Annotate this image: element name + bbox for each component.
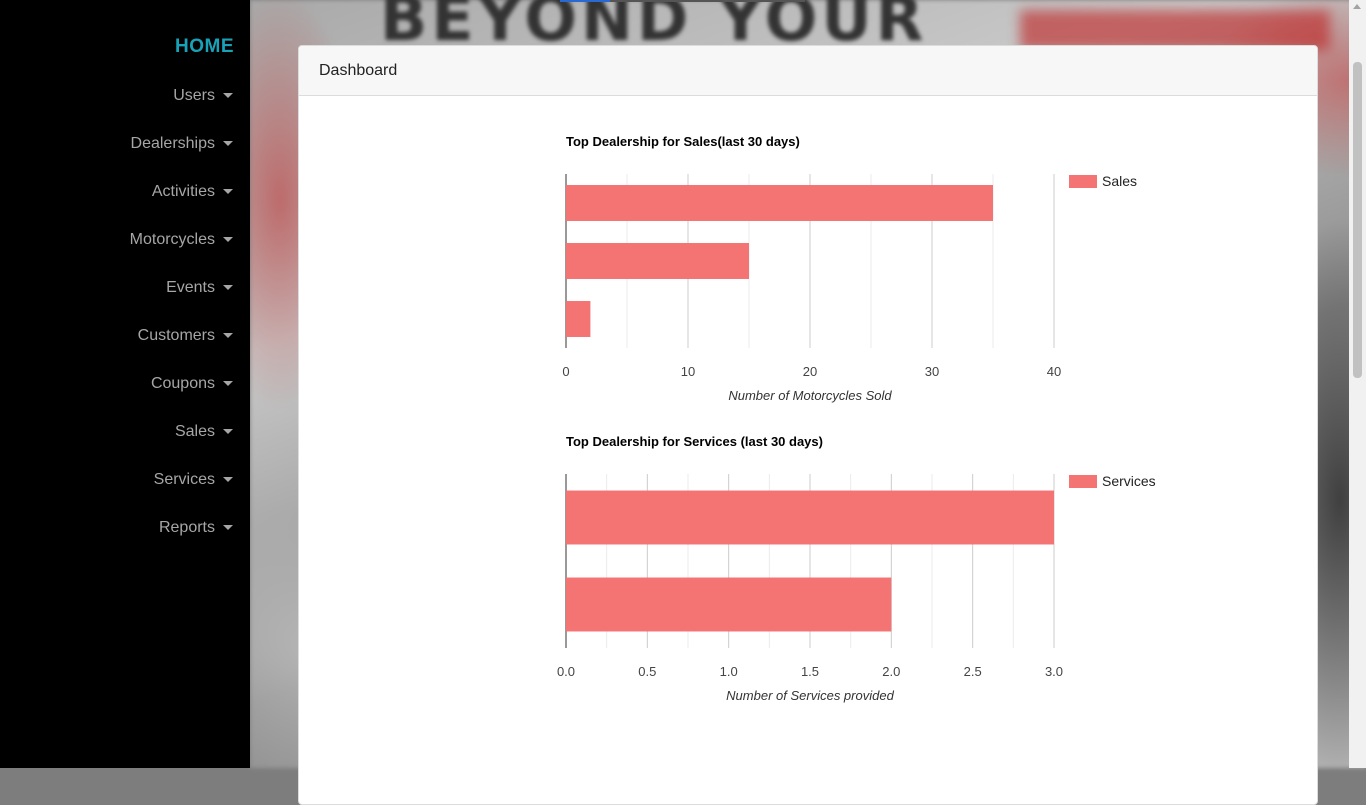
caret-down-icon <box>223 380 233 386</box>
x-axis-label: Number of Motorcycles Sold <box>728 388 892 403</box>
legend-swatch <box>1069 475 1097 488</box>
sidebar-item-services[interactable]: Services <box>0 456 250 504</box>
sidebar-item-activities[interactable]: Activities <box>0 168 250 216</box>
x-tick-label: 1.0 <box>720 664 738 679</box>
sidebar: HOME Users Dealerships Activities Motorcycl… <box>0 0 250 768</box>
x-tick-label: 2.0 <box>882 664 900 679</box>
x-tick-label: 3.0 <box>1045 664 1063 679</box>
x-axis-label: Number of Services provided <box>726 688 894 703</box>
sidebar-item-label: Services <box>153 471 215 488</box>
bar-services-1[interactable] <box>566 577 892 632</box>
sidebar-item-label: Dealerships <box>130 135 215 152</box>
x-tick-label: 2.5 <box>964 664 982 679</box>
sidebar-item-label: Coupons <box>150 375 215 392</box>
chart-title: Top Dealership for Sales(last 30 days) <box>566 134 800 149</box>
x-tick-label: 1.5 <box>801 664 819 679</box>
top-strip-accent <box>560 0 610 2</box>
x-tick-label: 0 <box>562 364 569 379</box>
chart-title: Top Dealership for Services (last 30 day… <box>566 434 823 449</box>
background-banner-red <box>1020 10 1330 50</box>
caret-down-icon <box>223 428 233 434</box>
sales-chart: Top Dealership for Sales(last 30 days) 0 1… <box>562 134 1137 403</box>
caret-down-icon <box>223 188 233 194</box>
bar-services-0[interactable] <box>566 490 1054 545</box>
caret-down-icon <box>223 524 233 530</box>
scroll-thumb[interactable] <box>1353 62 1362 378</box>
x-tick-label: 0.5 <box>638 664 656 679</box>
scrollbar[interactable] <box>1349 0 1366 768</box>
sidebar-item-label: Events <box>166 279 215 296</box>
sidebar-item-events[interactable]: Events <box>0 264 250 312</box>
sidebar-item-label: Customers <box>137 327 215 344</box>
x-tick-label: 20 <box>803 364 817 379</box>
caret-down-icon <box>223 284 233 290</box>
bar-sales-0[interactable] <box>566 185 993 221</box>
x-tick-label: 0.0 <box>557 664 575 679</box>
caret-down-icon <box>223 92 233 98</box>
sidebar-nav: Users Dealerships Activities Motorcycles Eve… <box>0 72 250 552</box>
bar-sales-1[interactable] <box>566 243 749 279</box>
sidebar-item-customers[interactable]: Customers <box>0 312 250 360</box>
sidebar-item-label: Motorcycles <box>129 231 215 248</box>
legend-swatch <box>1069 175 1097 188</box>
bar-sales-2[interactable] <box>566 301 591 337</box>
home-link[interactable]: HOME <box>175 36 234 57</box>
sidebar-item-users[interactable]: Users <box>0 72 250 120</box>
sidebar-item-label: Activities <box>151 183 215 200</box>
caret-down-icon <box>223 236 233 242</box>
sidebar-item-label: Sales <box>174 423 215 440</box>
x-tick-label: 30 <box>925 364 939 379</box>
legend-label[interactable]: Sales <box>1102 173 1137 189</box>
top-strip <box>560 0 805 2</box>
caret-down-icon <box>223 476 233 482</box>
sidebar-item-dealerships[interactable]: Dealerships <box>0 120 250 168</box>
sidebar-item-sales[interactable]: Sales <box>0 408 250 456</box>
legend-label[interactable]: Services <box>1102 473 1156 489</box>
sidebar-item-label: Users <box>173 87 215 104</box>
scroll-up-arrow-icon[interactable] <box>1353 4 1361 9</box>
dashboard-card: Dashboard Top Dealership for Sales(last … <box>298 45 1318 805</box>
x-tick-label: 40 <box>1047 364 1061 379</box>
caret-down-icon <box>223 140 233 146</box>
sidebar-item-motorcycles[interactable]: Motorcycles <box>0 216 250 264</box>
card-header: Dashboard <box>299 46 1317 96</box>
x-tick-label: 10 <box>681 364 695 379</box>
caret-down-icon <box>223 332 233 338</box>
sidebar-item-coupons[interactable]: Coupons <box>0 360 250 408</box>
sidebar-item-label: Reports <box>158 519 215 536</box>
services-chart: Top Dealership for Services (last 30 day… <box>557 434 1156 703</box>
sidebar-item-reports[interactable]: Reports <box>0 504 250 552</box>
